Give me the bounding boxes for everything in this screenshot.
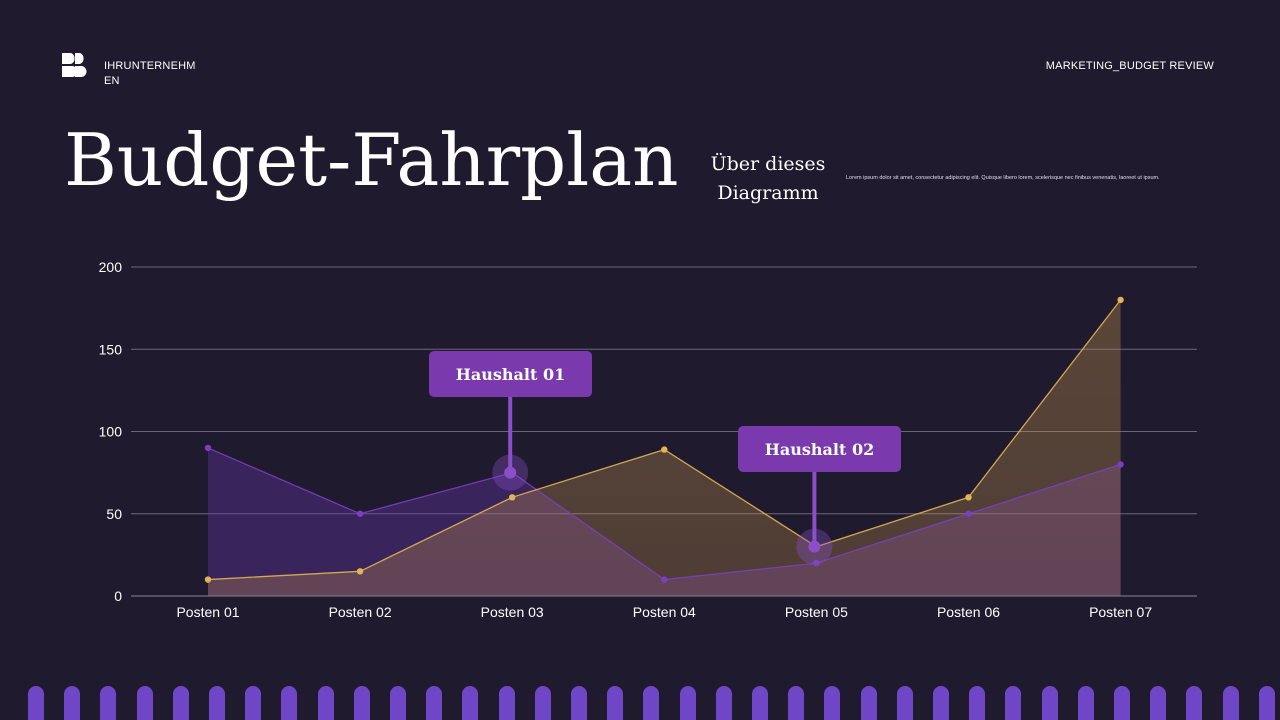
decorative-bar — [752, 686, 768, 720]
decorative-bar — [28, 686, 44, 720]
callout-box — [738, 426, 901, 472]
decorative-bar — [1186, 686, 1202, 720]
callout-label: Haushalt 02 — [765, 440, 874, 459]
decorative-bar — [643, 686, 659, 720]
callout-2: Haushalt 02 — [738, 426, 901, 565]
x-tick-label: Posten 03 — [481, 604, 544, 620]
y-tick-label: 0 — [114, 588, 122, 604]
about-heading: Über dieses Diagramm — [710, 153, 826, 204]
about-text: Lorem ipsum dolor sit amet, consectetur … — [846, 175, 1160, 181]
data-point — [204, 576, 212, 583]
data-point — [965, 510, 972, 517]
series-areas — [208, 299, 1121, 596]
decorative-bar — [1005, 686, 1021, 720]
decorative-bar — [861, 686, 877, 720]
y-tick-label: 150 — [99, 341, 123, 357]
decorative-bar — [462, 686, 478, 720]
data-point — [813, 559, 820, 567]
decorative-bar — [318, 686, 334, 720]
data-point — [1117, 296, 1124, 304]
x-tick-label: Posten 04 — [633, 604, 696, 620]
x-tick-label: Posten 07 — [1089, 604, 1152, 620]
decorative-bar — [535, 686, 551, 720]
data-point — [661, 576, 668, 583]
y-tick-label: 100 — [99, 424, 123, 440]
decorative-bar — [1150, 686, 1166, 720]
decorative-bar — [1114, 686, 1130, 720]
decorative-bar — [824, 686, 840, 720]
data-point — [356, 568, 364, 575]
data-point — [661, 446, 668, 453]
data-point — [204, 444, 212, 452]
decorative-bar — [499, 686, 515, 720]
callout-box — [429, 351, 592, 397]
decorative-bar — [607, 686, 623, 720]
decorative-bar — [281, 686, 297, 720]
data-point — [965, 494, 972, 501]
decorative-bar — [1042, 686, 1058, 720]
decorative-bar — [137, 686, 153, 720]
decorative-bar — [100, 686, 116, 720]
x-tick-label: Posten 02 — [329, 604, 392, 620]
data-point — [1117, 461, 1124, 468]
x-tick-label: Posten 05 — [785, 604, 848, 620]
callouts: Haushalt 01 Haushalt 02 — [429, 351, 901, 565]
decorative-bar — [897, 686, 913, 720]
decorative-bar-strip — [0, 686, 1280, 720]
data-point — [509, 494, 516, 501]
decorative-bar — [933, 686, 949, 720]
section-title: MARKETING_BUDGET REVIEW — [1045, 60, 1214, 72]
y-tick-label: 50 — [106, 506, 122, 522]
company-logo-icon — [62, 53, 87, 77]
decorative-bar — [245, 686, 261, 720]
decorative-bar — [1223, 686, 1239, 720]
decorative-bar — [390, 686, 406, 720]
data-point — [356, 510, 364, 517]
decorative-bar — [716, 686, 732, 720]
decorative-bar — [680, 686, 696, 720]
decorative-bar — [571, 686, 587, 720]
callout-label: Haushalt 01 — [456, 365, 565, 384]
axis-labels: 0 50 100 150 200 Posten 01 Posten 02 Posten 03 P… — [99, 259, 1153, 620]
company-name: IHRUNTERNEHMEN — [104, 60, 196, 87]
x-tick-label: Posten 01 — [176, 604, 239, 620]
decorative-bar — [354, 686, 370, 720]
decorative-bar — [969, 686, 985, 720]
y-tick-label: 200 — [99, 259, 123, 275]
decorative-bar — [1078, 686, 1094, 720]
page-title: Budget-Fahrplan — [64, 118, 679, 202]
decorative-bar — [1259, 686, 1275, 720]
x-tick-label: Posten 06 — [937, 604, 1000, 620]
decorative-bar — [426, 686, 442, 720]
decorative-bar — [788, 686, 804, 720]
decorative-bar — [209, 686, 225, 720]
decorative-bar — [64, 686, 80, 720]
decorative-bar — [173, 686, 189, 720]
area-2 — [208, 299, 1121, 596]
callout-1: Haushalt 01 — [429, 351, 592, 491]
